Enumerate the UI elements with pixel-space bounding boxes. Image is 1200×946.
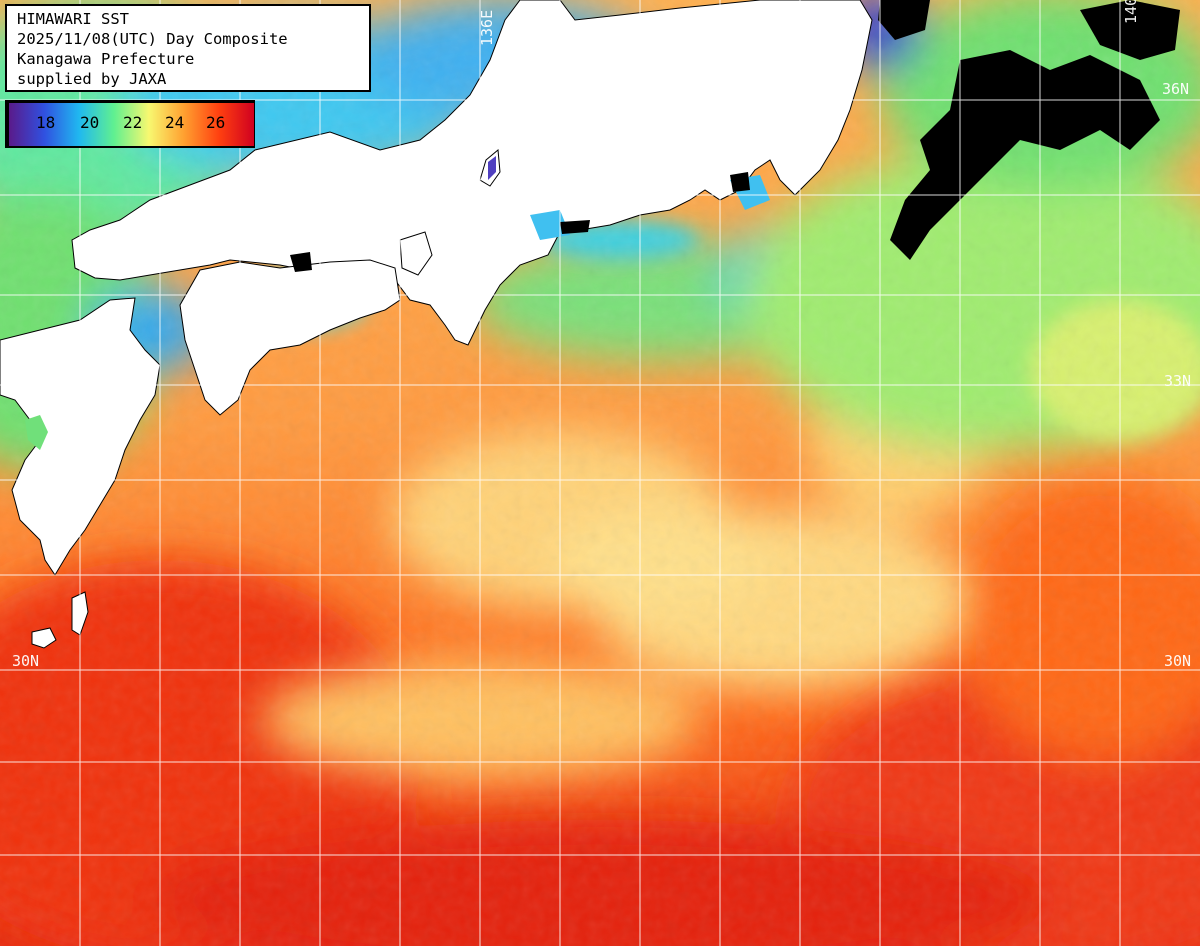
- legend-tick-18: 18: [36, 113, 56, 132]
- map-agency: Kanagawa Prefecture: [17, 50, 195, 68]
- legend-tick-26: 26: [206, 113, 226, 132]
- map-credit: supplied by JAXA: [17, 70, 167, 88]
- land-shikoku: [179, 259, 401, 416]
- cloud-mask: [290, 0, 1180, 272]
- land-yakushima: [31, 627, 57, 649]
- lat-label-30n-left: 30N: [12, 652, 40, 670]
- lat-label-33n-right: 33N: [1164, 372, 1192, 390]
- legend-tick-20: 20: [80, 113, 100, 132]
- lon-label-140e: 140E: [1122, 0, 1140, 24]
- map-date: 2025/11/08(UTC) Day Composite: [17, 30, 288, 48]
- lat-label-36n-right: 36N: [1162, 80, 1190, 98]
- legend-color-bar: [9, 103, 254, 146]
- legend-tick-22: 22: [123, 113, 143, 132]
- land-awaji: [399, 231, 433, 276]
- map-title: HIMAWARI SST: [17, 10, 129, 28]
- legend-tick-24: 24: [165, 113, 185, 132]
- info-box: HIMAWARI SST 2025/11/08(UTC) Day Composi…: [5, 4, 371, 92]
- temperature-legend: 18 20 22 24 26: [5, 100, 255, 148]
- lon-label-136e: 136E: [478, 9, 496, 46]
- lat-label-30n-right: 30N: [1164, 652, 1192, 670]
